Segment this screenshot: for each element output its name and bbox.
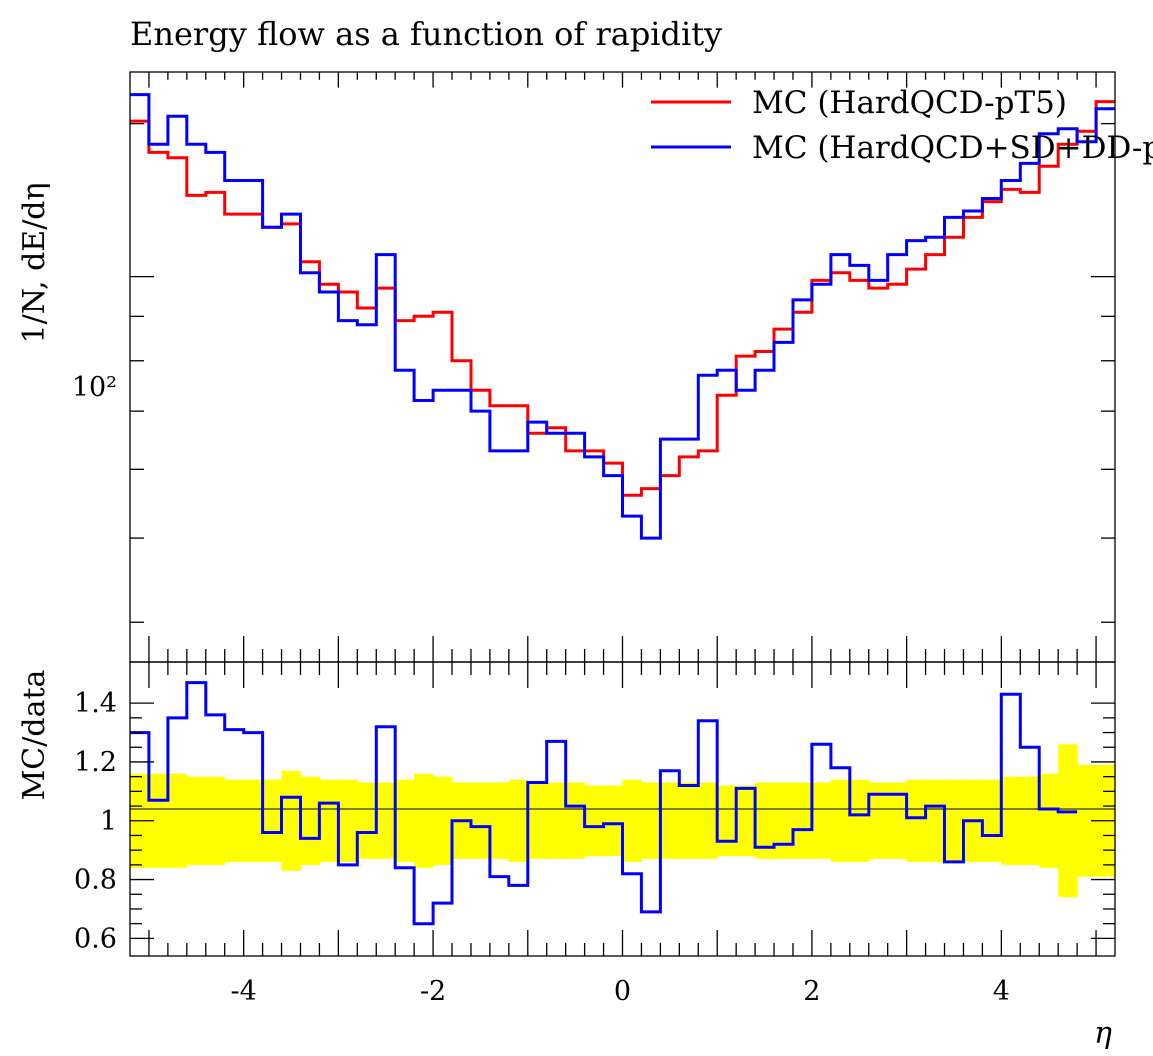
ratio-series-group	[130, 681, 1078, 926]
ratio-band-bin	[357, 782, 377, 859]
ratio-band-bin	[414, 773, 434, 868]
x-axis-title: η	[1094, 1016, 1112, 1051]
ratio-band-bin	[148, 773, 169, 868]
ratio-band-bin	[849, 779, 870, 862]
ratio-panel: 0.6 0.8 1 1.2 1.4 -4 -2 0 2 4	[74, 661, 1116, 1007]
ratio-band-bin	[1077, 764, 1097, 877]
ratio-band-bin	[243, 779, 264, 862]
ratio-y-tick-label: 0.6	[74, 923, 117, 954]
x-tick-label: 2	[803, 976, 820, 1007]
x-tick-label: -4	[231, 976, 257, 1007]
ratio-uncertainty-band	[130, 744, 1116, 898]
ratio-axis-ticks: 0.6 0.8 1 1.2 1.4 -4 -2 0 2 4	[74, 662, 1115, 1007]
ratio-band-bin	[319, 779, 339, 862]
ratio-band-bin	[717, 785, 737, 857]
ratio-band-bin	[679, 782, 699, 859]
ratio-band-bin	[698, 782, 718, 859]
chart-title: Energy flow as a function of rapidity	[130, 15, 722, 53]
ratio-band-bin	[944, 779, 964, 862]
ratio-band-bin	[925, 779, 946, 862]
ratio-band-bin	[868, 782, 889, 859]
y-axis-title: 1/N, dE/dη	[17, 183, 52, 344]
x-tick-label: 0	[614, 976, 631, 1007]
legend-label-pt5: MC (HardQCD-pT5)	[752, 85, 1067, 121]
ratio-y-tick-label: 1	[100, 806, 117, 837]
ratio-band-bin	[471, 782, 491, 859]
legend: MC (HardQCD-pT5) MC (HardQCD+SD+DD-pT5)	[651, 85, 1153, 166]
ratio-band-bin	[489, 782, 510, 859]
ratio-band-bin	[565, 782, 586, 859]
ratio-band-bin	[262, 779, 283, 862]
x-tick-label: 4	[993, 976, 1010, 1007]
ratio-band-bin	[736, 785, 756, 857]
ratio-band-bin	[1058, 744, 1078, 898]
main-axis-ticks	[130, 72, 1115, 662]
ratio-band-bin	[508, 779, 529, 862]
ratio-y-tick-label: 0.8	[74, 865, 117, 896]
ratio-band-bin	[167, 773, 188, 868]
ratio-band-bin	[300, 776, 320, 865]
ratio-band-bin	[205, 776, 226, 865]
ratio-band-bin	[584, 785, 605, 857]
ratio-band-bin	[338, 779, 358, 862]
ratio-band-bin	[1001, 776, 1021, 865]
ratio-line-0	[130, 681, 1078, 926]
ratio-y-tick-label: 1.2	[74, 747, 117, 778]
ratio-band-bin	[546, 782, 567, 859]
ratio-band-bin	[622, 779, 642, 862]
ratio-band-bin	[527, 782, 548, 859]
ratio-band-bin	[830, 779, 851, 862]
ratio-y-tick-label: 1.4	[74, 688, 117, 719]
series-line-1	[130, 93, 1115, 540]
ratio-band-bin	[395, 779, 415, 862]
ratio-band-bin	[224, 779, 245, 862]
ratio-band-bin	[811, 782, 832, 859]
ratio-band-bin	[774, 782, 794, 859]
ratio-y-axis-title: MC/data	[17, 669, 52, 800]
ratio-band-bin	[755, 782, 775, 859]
main-panel: MC (HardQCD-pT5) MC (HardQCD+SD+DD-pT5) …	[72, 71, 1153, 663]
ratio-band-bin	[887, 782, 908, 859]
ratio-band-bin	[1039, 773, 1059, 868]
x-tick-label: -2	[420, 976, 446, 1007]
ratio-band-bin	[660, 782, 680, 859]
ratio-band-bin	[603, 785, 624, 857]
ratio-band-bin	[376, 782, 396, 859]
ratio-frame	[129, 661, 1116, 957]
ratio-band-bin	[1020, 776, 1040, 865]
y-tick-label-100: 10²	[72, 372, 117, 403]
ratio-band-bin	[906, 779, 927, 862]
main-series-group	[130, 93, 1115, 540]
ratio-band-bin	[433, 776, 453, 865]
legend-label-sd-dd: MC (HardQCD+SD+DD-pT5)	[752, 130, 1153, 166]
ratio-band-bin	[982, 779, 1002, 862]
ratio-band-bin	[281, 770, 301, 871]
ratio-band-bin	[186, 776, 207, 865]
ratio-band-bin	[641, 782, 661, 859]
ratio-band-bin	[793, 782, 813, 859]
